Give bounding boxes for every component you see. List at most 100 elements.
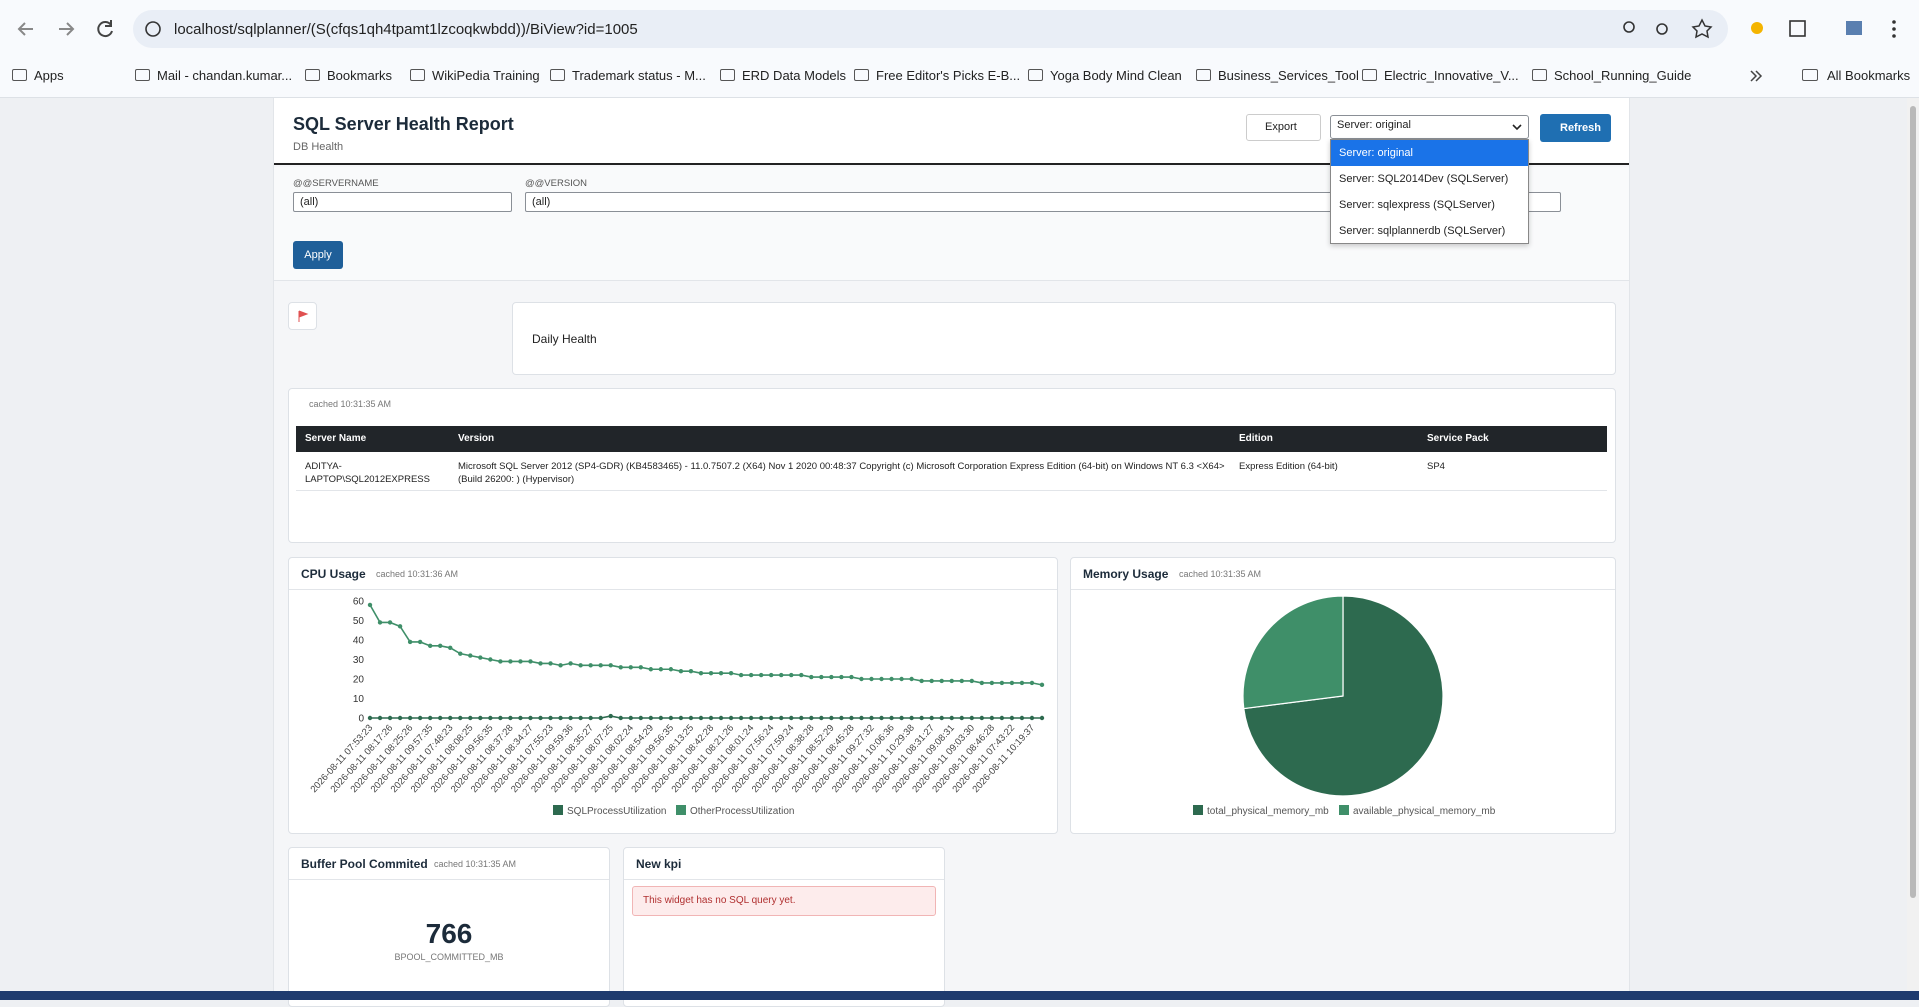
server-dropdown: Server: original Server: SQL2014Dev (SQLS… [1330, 139, 1529, 244]
table-widget: cached 10:31:35 AM Server Name Version E… [288, 388, 1616, 543]
bookmark-icon [1196, 69, 1211, 81]
filter-label: @@SERVERNAME [293, 178, 379, 189]
bookmark-icon [854, 69, 869, 81]
text-widget: Daily Health [512, 302, 1616, 375]
address-bar[interactable] [133, 10, 1728, 48]
extensions-button[interactable] [1789, 20, 1806, 37]
bookmark-icon [1362, 69, 1377, 81]
apply-button[interactable]: Apply [293, 241, 343, 269]
report-title: SQL Server Health Report [293, 114, 514, 134]
bookmark-icon [12, 69, 27, 81]
cell: ADITYA-LAPTOP\SQL2012EXPRESS [305, 461, 430, 485]
reload-button[interactable] [97, 20, 113, 38]
select-chevron [1512, 124, 1522, 131]
bookmark-icon [135, 69, 150, 81]
widget-title: CPU Usage [301, 567, 366, 581]
divider [1071, 589, 1615, 590]
dropdown-option[interactable]: Server: sqlplannerdb (SQLServer) [1339, 225, 1506, 237]
bookmark-icon [1028, 69, 1043, 81]
divider [289, 879, 609, 880]
bookmark[interactable]: Trademark status - M... [572, 68, 706, 83]
extension-icon[interactable] [1751, 22, 1763, 34]
refresh-label: Refresh [1560, 122, 1601, 134]
column-header: Service Pack [1427, 433, 1489, 444]
bookmark-icon [550, 69, 565, 81]
filter-label: @@VERSION [525, 178, 588, 189]
all-bookmarks[interactable]: All Bookmarks [1827, 68, 1911, 83]
password-icon[interactable] [1656, 23, 1668, 35]
bookmark-icon [1532, 69, 1547, 81]
more-bookmarks[interactable] [1748, 68, 1764, 84]
folder-icon [1802, 69, 1818, 81]
taskbar [0, 991, 1919, 1000]
kpi-value: 766 [425, 918, 473, 949]
filter-value: (all) [300, 196, 319, 208]
url[interactable]: localhost/sqlplanner/(S(cfqs1qh4tpamt1lz… [174, 21, 638, 38]
toolbar-icons [17, 10, 1896, 48]
column-header: Server Name [305, 433, 367, 444]
divider [289, 589, 1057, 590]
browser-toolbar: localhost/sqlplanner/(S(cfqs1qh4tpamt1lz… [0, 0, 1919, 54]
memory-widget: Memory Usage cached 10:31:35 AM [1070, 557, 1616, 834]
server-select-value: Server: original [1337, 119, 1411, 131]
cached-label: cached 10:31:36 AM [376, 569, 459, 579]
scrollbar[interactable] [1907, 98, 1919, 991]
widget-title: Memory Usage [1083, 567, 1169, 581]
server-select[interactable]: Server: original [1330, 115, 1529, 139]
cell: Microsoft SQL Server 2012 (SP4-GDR) (KB4… [458, 461, 1225, 485]
dropdown-option[interactable]: Server: SQL2014Dev (SQLServer) [1339, 173, 1509, 185]
bookmark[interactable]: WikiPedia Training [432, 68, 540, 83]
flag-button[interactable] [288, 302, 317, 330]
bookmark[interactable]: Yoga Body Mind Clean [1050, 68, 1182, 83]
kpi-label: BPOOL_COMMITTED_MB [394, 952, 504, 962]
export-button[interactable]: Export [1246, 114, 1321, 141]
menu-dot [1892, 34, 1896, 38]
zoom-icon[interactable] [1623, 21, 1635, 33]
menu-dot [1892, 27, 1896, 31]
widget-title: New kpi [636, 857, 682, 871]
bookmarks-bar: All Bookmarks Apps Mail - chandan.kumar..… [0, 54, 1919, 98]
dropdown-option[interactable]: Server: sqlexpress (SQLServer) [1339, 199, 1495, 211]
scroll-thumb[interactable] [1910, 106, 1916, 898]
table-row: ADITYA-LAPTOP\SQL2012EXPRESS Microsoft S… [296, 452, 1607, 491]
bookmark[interactable]: Free Editor's Picks E-B... [876, 68, 1021, 83]
dropdown-option[interactable]: Server: original [1331, 140, 1528, 166]
bookmark[interactable]: Business_Services_Tool [1218, 68, 1359, 83]
bookmark-star[interactable] [1691, 18, 1713, 39]
bookmark-icon [410, 69, 425, 81]
cached-label: cached 10:31:35 AM [434, 859, 517, 869]
cell: SP4 [1427, 461, 1445, 472]
column-header: Version [458, 433, 495, 444]
export-label: Export [1265, 121, 1297, 133]
kpi-widget: Buffer Pool Commited cached 10:31:35 AM … [288, 847, 610, 1007]
filter-select[interactable]: (all) [293, 192, 512, 212]
column-header: Edition [1239, 433, 1273, 444]
kpi-widget: New kpi This widget has no SQL query yet… [623, 847, 945, 1007]
report-subtitle: DB Health [293, 141, 344, 153]
bookmark[interactable]: Mail - chandan.kumar... [157, 68, 293, 83]
filter-select[interactable]: (all) [525, 192, 1561, 212]
menu-button[interactable] [1892, 20, 1896, 24]
bookmark[interactable]: ERD Data Models [742, 68, 847, 83]
bookmark[interactable]: Apps [34, 68, 64, 83]
back-button[interactable] [17, 22, 33, 36]
cached-label: cached 10:31:35 AM [1179, 569, 1262, 579]
bookmark[interactable]: School_Running_Guide [1554, 68, 1692, 83]
filter-value: (all) [532, 196, 551, 208]
bookmark-icon [720, 69, 735, 81]
forward-button[interactable] [59, 22, 75, 36]
refresh-button[interactable]: Refresh [1540, 114, 1611, 142]
bookmark[interactable]: Electric_Innovative_V... [1384, 68, 1519, 83]
divider [624, 879, 944, 880]
bookmark[interactable]: Bookmarks [327, 68, 393, 83]
text-widget-label: Daily Health [532, 332, 597, 346]
table-header: Server Name Version Edition Service Pack [296, 426, 1607, 452]
cpu-widget: CPU Usage cached 10:31:36 AM [288, 557, 1058, 834]
profile-button[interactable] [1846, 21, 1862, 35]
bookmark-icon [305, 69, 320, 81]
cell: Express Edition (64-bit) [1239, 461, 1338, 472]
alert: This widget has no SQL query yet. [632, 886, 936, 916]
site-info-icon[interactable] [145, 21, 161, 37]
widget-title: Buffer Pool Commited [301, 857, 428, 871]
